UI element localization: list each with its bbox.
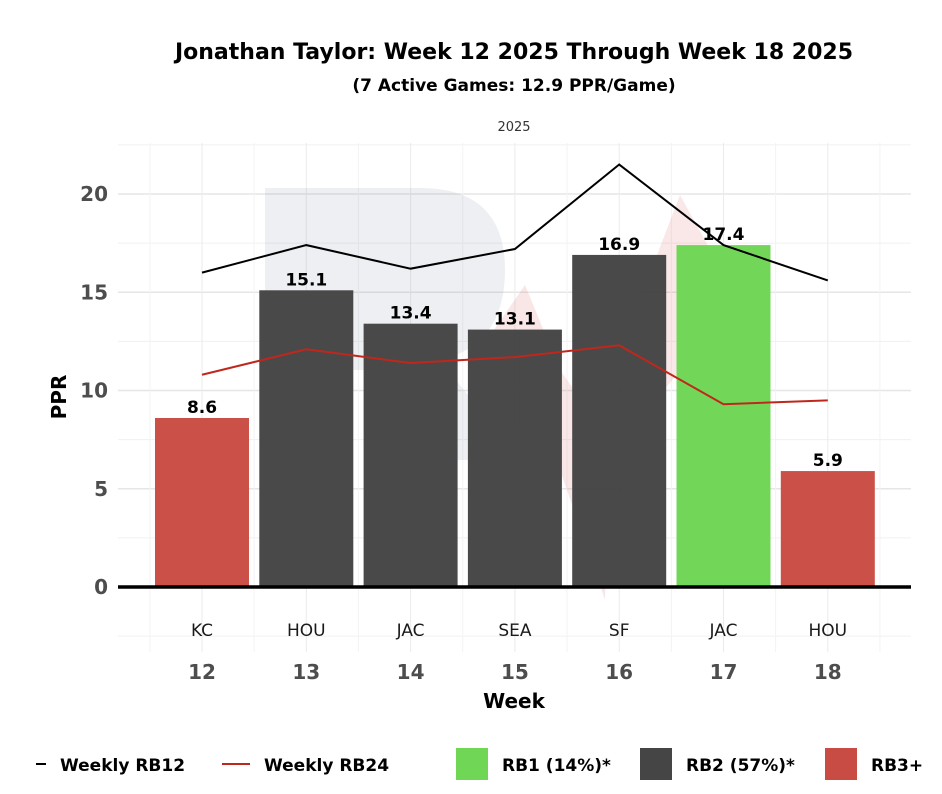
opponent-label: SEA — [498, 621, 532, 641]
bar-week-12 — [155, 418, 249, 587]
bar-week-18 — [780, 471, 875, 587]
opponent-label: JAC — [709, 621, 738, 641]
bar-week-17 — [676, 245, 771, 587]
x-tick-label: 12 — [188, 660, 216, 684]
bar-value-label: 16.9 — [598, 235, 640, 255]
bar-value-label: 8.6 — [187, 398, 217, 418]
y-tick-label: 10 — [80, 379, 108, 403]
y-tick-label: 20 — [80, 182, 108, 206]
legend-label: Weekly RB24 — [264, 756, 389, 776]
bar-value-label: 17.4 — [703, 225, 745, 245]
bar-labels: 8.6 15.1 13.4 13.1 16.9 17.4 5.9 — [187, 225, 843, 471]
y-tick-label: 0 — [94, 575, 108, 599]
facet-label: 2025 — [497, 120, 530, 135]
x-axis-ticks: KC 12 HOU 13 JAC 14 SEA 15 SF 16 JAC 17 HOU 18 — [188, 621, 847, 684]
x-tick-label: 16 — [605, 660, 633, 684]
opponent-label: HOU — [808, 621, 847, 641]
legend-label: RB2 (57%)* — [686, 756, 795, 776]
line-weekly-rb12 — [201, 163, 829, 282]
legend-item: Weekly RB12 — [36, 756, 185, 776]
legend-item: RB2 (57%)* — [640, 748, 795, 780]
x-tick-label: 18 — [814, 660, 842, 684]
lines — [201, 163, 829, 406]
bar-week-15 — [467, 329, 562, 587]
bar-value-label: 13.1 — [494, 310, 536, 330]
y-axis-label: PPR — [47, 375, 71, 420]
chart-title: Jonathan Taylor: Week 12 2025 Through We… — [173, 40, 853, 65]
legend-box-swatch — [456, 748, 488, 780]
y-tick-label: 15 — [80, 280, 108, 304]
legend-item: Weekly RB24 — [222, 756, 389, 776]
chart-subtitle: (7 Active Games: 12.9 PPR/Game) — [352, 76, 675, 96]
bar-value-label: 13.4 — [390, 304, 432, 324]
y-axis-ticks: 0 5 10 15 20 — [80, 182, 108, 599]
bar-value-label: 5.9 — [813, 451, 843, 471]
legend-label: RB3+ — [871, 756, 923, 776]
x-axis-label: Week — [483, 689, 545, 713]
legend-label: Weekly RB12 — [60, 756, 185, 776]
line-weekly-rb24 — [201, 344, 828, 406]
legend-box-swatch — [640, 748, 672, 780]
x-tick-label: 17 — [710, 660, 738, 684]
bar-week-14 — [363, 323, 458, 587]
bar-value-label: 15.1 — [285, 270, 327, 290]
legend-box-swatch — [825, 748, 857, 780]
bars — [155, 245, 875, 588]
x-tick-label: 13 — [292, 660, 320, 684]
bar-week-13 — [259, 290, 354, 587]
legend-item: RB3+ — [825, 748, 923, 780]
legend: Weekly RB12 Weekly RB24 RB1 (14%)* RB2 (57%… — [36, 748, 923, 780]
opponent-label: JAC — [396, 621, 425, 641]
opponent-label: SF — [609, 621, 630, 641]
opponent-label: HOU — [287, 621, 326, 641]
bar-week-16 — [572, 254, 667, 588]
legend-label: RB1 (14%)* — [502, 756, 611, 776]
y-tick-label: 5 — [94, 477, 108, 501]
x-tick-label: 14 — [397, 660, 425, 684]
opponent-label: KC — [191, 621, 213, 641]
x-tick-label: 15 — [501, 660, 529, 684]
legend-item: RB1 (14%)* — [456, 748, 611, 780]
